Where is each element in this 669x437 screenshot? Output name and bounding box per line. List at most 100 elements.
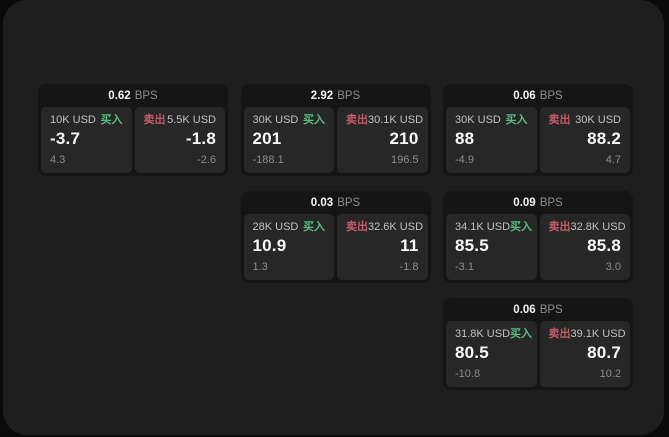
- buy-value: 80.5: [455, 343, 489, 362]
- buy-sub-value: -188.1: [252, 154, 284, 166]
- bps-unit-label: BPS: [539, 197, 563, 210]
- buy-value: -3.7: [50, 129, 81, 148]
- buy-label: 买入: [510, 221, 533, 233]
- bps-unit-label: BPS: [539, 304, 563, 317]
- sell-panel[interactable]: 卖出 30K USD 88.2 4.7: [539, 107, 630, 173]
- bps-unit-label: BPS: [134, 90, 158, 103]
- sell-panel[interactable]: 卖出 32.8K USD 85.8 3.0: [539, 214, 630, 280]
- sell-sub-value: 196.5: [390, 154, 419, 166]
- buy-sub-value: -4.9: [455, 154, 474, 166]
- buy-label: 买入: [100, 114, 123, 126]
- sell-value: 210: [389, 129, 419, 148]
- quote-card: 0.06 BPS 31.8K USD 买入 80.5 -10.8 卖出 39.1…: [443, 298, 633, 390]
- sell-panel[interactable]: 卖出 32.6K USD 11 -1.8: [337, 214, 428, 280]
- buy-panel[interactable]: 28K USD 买入 10.9 1.3: [243, 214, 334, 280]
- bps-unit-label: BPS: [337, 197, 361, 210]
- buy-panel[interactable]: 31.8K USD 买入 80.5 -10.8: [446, 321, 537, 387]
- quote-card: 0.09 BPS 34.1K USD 买入 85.5 -3.1 卖出 32.8K…: [443, 191, 633, 283]
- sell-amount: 30K USD: [575, 114, 621, 126]
- buy-value: 88: [455, 129, 475, 148]
- sell-amount: 5.5K USD: [167, 114, 216, 126]
- sell-amount: 39.1K USD: [570, 328, 626, 340]
- bps-header: 0.09 BPS: [446, 194, 630, 214]
- bps-unit-label: BPS: [337, 90, 361, 103]
- bps-header: 0.06 BPS: [446, 301, 630, 321]
- buy-panel-top: 28K USD 买入: [253, 222, 326, 233]
- buy-value: 201: [252, 129, 282, 148]
- card-body: 28K USD 买入 10.9 1.3 卖出 32.6K USD 11 -1.8: [243, 214, 428, 280]
- sell-sub-value: 4.7: [605, 154, 621, 166]
- buy-label: 买入: [510, 328, 533, 340]
- bps-value: 0.06: [513, 90, 536, 103]
- sell-panel-top: 卖出 30K USD: [549, 115, 622, 126]
- bps-unit-label: BPS: [539, 90, 563, 103]
- card-body: 31.8K USD 买入 80.5 -10.8 卖出 39.1K USD 80.…: [446, 321, 630, 387]
- buy-panel-top: 34.1K USD 买入: [455, 221, 532, 233]
- sell-value: 88.2: [587, 129, 621, 148]
- sell-value: 11: [400, 236, 419, 255]
- sell-label: 卖出: [346, 221, 368, 233]
- buy-panel-top: 30K USD 买入: [253, 115, 326, 126]
- sell-label: 卖出: [143, 114, 166, 126]
- buy-panel-top: 10K USD 买入: [50, 115, 123, 126]
- sell-panel-top: 卖出 32.6K USD: [346, 221, 423, 233]
- sell-amount: 30.1K USD: [368, 114, 424, 126]
- bps-value: 0.03: [310, 197, 334, 210]
- buy-sub-value: -3.1: [455, 261, 474, 273]
- buy-label: 买入: [505, 114, 528, 126]
- bps-header: 0.62 BPS: [41, 87, 225, 107]
- buy-amount: 10K USD: [50, 114, 96, 126]
- buy-panel-top: 31.8K USD 买入: [455, 328, 532, 340]
- sell-sub-value: -1.8: [399, 261, 419, 273]
- buy-label: 买入: [303, 221, 325, 233]
- bps-value: 0.09: [513, 197, 536, 210]
- sell-panel-top: 卖出 30.1K USD: [346, 114, 423, 126]
- buy-value: 10.9: [252, 236, 287, 255]
- buy-sub-value: 1.3: [252, 261, 268, 273]
- sell-sub-value: 3.0: [605, 261, 621, 273]
- sell-value: 85.8: [587, 236, 621, 255]
- buy-amount: 30K USD: [252, 114, 299, 126]
- buy-amount: 34.1K USD: [455, 221, 511, 233]
- sell-panel[interactable]: 卖出 5.5K USD -1.8 -2.6: [134, 107, 225, 173]
- sell-label: 卖出: [548, 114, 571, 126]
- card-body: 34.1K USD 买入 85.5 -3.1 卖出 32.8K USD 85.8…: [446, 214, 630, 280]
- sell-value: -1.8: [185, 129, 216, 148]
- buy-value: 85.5: [455, 236, 489, 255]
- quote-card: 0.03 BPS 28K USD 买入 10.9 1.3 卖出 32.6K US…: [240, 191, 431, 283]
- sell-label: 卖出: [548, 328, 571, 340]
- buy-panel[interactable]: 30K USD 买入 201 -188.1: [243, 107, 334, 173]
- sell-panel[interactable]: 卖出 39.1K USD 80.7 10.2: [539, 321, 630, 387]
- buy-sub-value: 4.3: [50, 154, 66, 166]
- bps-header: 2.92 BPS: [244, 87, 428, 107]
- bps-value: 2.92: [310, 90, 334, 103]
- sell-sub-value: -2.6: [197, 154, 216, 166]
- buy-amount: 30K USD: [455, 114, 501, 126]
- buy-panel-top: 30K USD 买入: [455, 115, 528, 126]
- bps-header: 0.06 BPS: [446, 87, 630, 107]
- sell-panel[interactable]: 卖出 30.1K USD 210 196.5: [337, 107, 428, 173]
- card-body: 30K USD 买入 201 -188.1 卖出 30.1K USD 210 1…: [243, 107, 428, 173]
- quote-card: 2.92 BPS 30K USD 买入 201 -188.1 卖出 30.1K …: [240, 84, 431, 176]
- sell-amount: 32.8K USD: [570, 221, 626, 233]
- quote-card: 0.06 BPS 30K USD 买入 88 -4.9 卖出 30K USD 8…: [443, 84, 633, 176]
- bps-value: 0.62: [108, 90, 131, 103]
- buy-panel[interactable]: 30K USD 买入 88 -4.9: [446, 107, 537, 173]
- sell-panel-top: 卖出 39.1K USD: [548, 328, 626, 340]
- bps-value: 0.06: [513, 304, 536, 317]
- buy-amount: 31.8K USD: [455, 328, 511, 340]
- quote-card: 0.62 BPS 10K USD 买入 -3.7 4.3 卖出 5.5K USD…: [38, 84, 228, 176]
- buy-label: 买入: [303, 114, 325, 126]
- buy-panel[interactable]: 10K USD 买入 -3.7 4.3: [41, 107, 132, 173]
- card-body: 30K USD 买入 88 -4.9 卖出 30K USD 88.2 4.7: [446, 107, 630, 173]
- sell-label: 卖出: [548, 221, 571, 233]
- buy-sub-value: -10.8: [455, 368, 481, 380]
- sell-amount: 32.6K USD: [368, 221, 424, 233]
- sell-panel-top: 卖出 32.8K USD: [548, 221, 626, 233]
- buy-panel[interactable]: 34.1K USD 买入 85.5 -3.1: [446, 214, 537, 280]
- quote-cards-grid: 0.62 BPS 10K USD 买入 -3.7 4.3 卖出 5.5K USD…: [38, 84, 633, 390]
- sell-panel-top: 卖出 5.5K USD: [144, 115, 217, 126]
- sell-value: 80.7: [587, 343, 621, 362]
- buy-amount: 28K USD: [252, 221, 299, 233]
- sell-label: 卖出: [346, 114, 368, 126]
